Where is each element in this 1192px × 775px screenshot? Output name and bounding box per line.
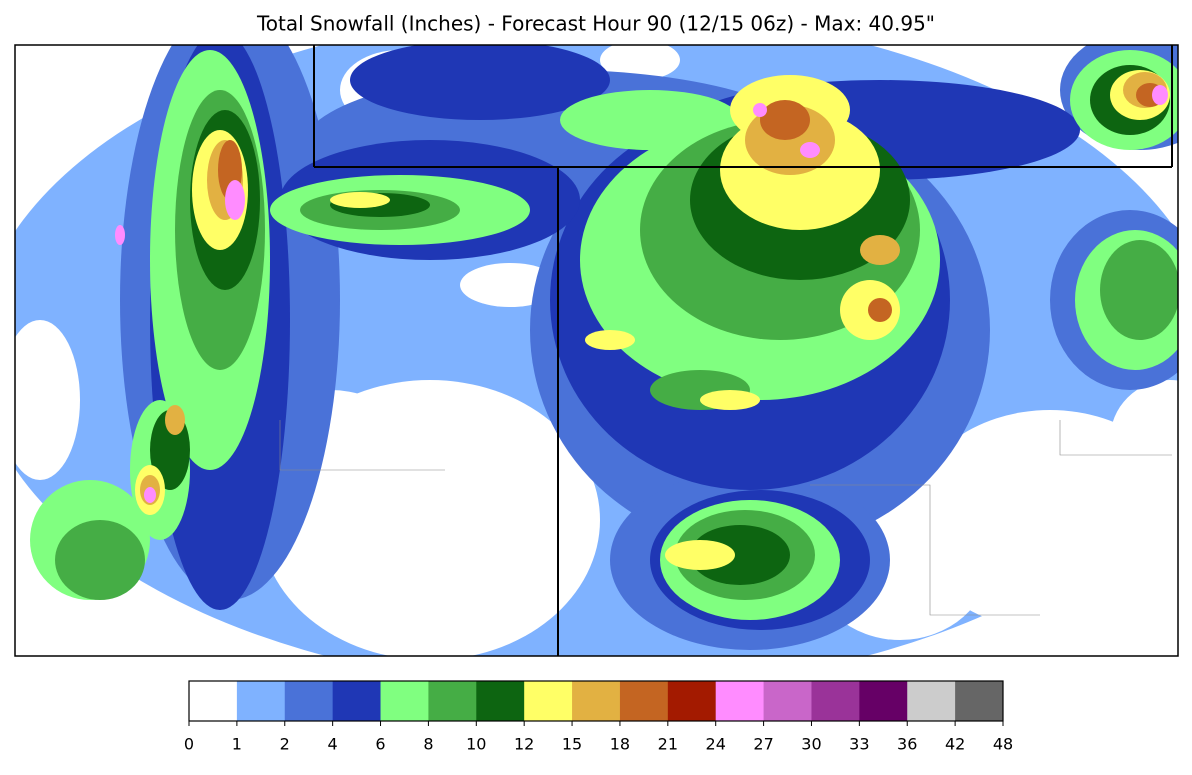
colorbar-tick-label: 33 [849,735,869,754]
colorbar-swatch [572,681,621,721]
colorbar-swatch [667,681,717,721]
snow-contour [753,103,767,117]
colorbar-swatch [380,681,429,721]
colorbar-tick-label: 8 [423,735,433,754]
snow-contour [860,235,900,265]
snow-contour [350,45,610,120]
snow-contour [1100,240,1178,340]
colorbar-frame [188,680,1004,722]
colorbar-swatch [476,681,525,721]
county-border [810,484,1040,616]
colorbar-tick-label: 15 [562,735,582,754]
colorbar-swatch [332,681,382,721]
colorbar-swatch [907,681,956,721]
snowfall-field [15,45,1178,656]
colorbar-tick-label: 36 [897,735,917,754]
snow-contour [165,405,185,435]
colorbar-tick-label: 24 [706,735,726,754]
colorbar-tick-label: 21 [658,735,678,754]
colorbar-swatch [284,681,334,721]
snow-contour [560,90,740,150]
snow-contour [868,298,892,322]
colorbar-swatch [811,681,860,721]
colorbar-tick-label: 27 [753,735,773,754]
map-frame [14,44,1179,657]
snow-contour [585,330,635,350]
snow-contour [55,520,145,600]
colorbar-tick-label: 2 [280,735,290,754]
snow-contour [144,487,156,503]
colorbar-swatch [619,681,669,721]
colorbar-swatch [428,681,477,721]
snow-contour [330,192,390,208]
colorbar-tick-label: 6 [375,735,385,754]
colorbar: 0 1 2 4 6 8 10 12 15 18 21 24 27 30 33 36 42 48 [184,680,1013,754]
colorbar-swatch [763,681,812,721]
colorbar-swatch [955,681,1004,721]
snow-contour [600,45,680,80]
snow-contour [760,100,810,140]
snow-contour [115,225,125,245]
colorbar-swatch [715,681,765,721]
colorbar-swatch [236,681,286,721]
colorbar-tick-label: 18 [610,735,630,754]
colorbar-tick-label: 4 [328,735,338,754]
colorbar-swatch [189,681,238,721]
snow-contour [1152,85,1168,105]
snow-contour [665,540,735,570]
colorbar-tick-label: 48 [993,735,1013,754]
snow-contour [1110,380,1178,500]
colorbar-tick-label: 1 [232,735,242,754]
snow-contour [15,320,80,480]
colorbar-tick-label: 42 [945,735,965,754]
county-border [1059,420,1172,456]
colorbar-tick-label: 0 [184,735,194,754]
state-borders [279,45,1173,656]
colorbar-tick-label: 30 [801,735,821,754]
snow-contour [225,180,245,220]
county-border [279,420,445,471]
colorbar-swatch [524,681,573,721]
snow-contour [700,390,760,410]
map-title: Total Snowfall (Inches) - Forecast Hour … [256,12,935,36]
snow-contour [800,142,820,158]
colorbar-tick-label: 12 [514,735,534,754]
snow-contour [15,60,70,160]
colorbar-tick-label: 10 [466,735,486,754]
snow-contour [690,525,790,585]
colorbar-swatch [859,681,908,721]
